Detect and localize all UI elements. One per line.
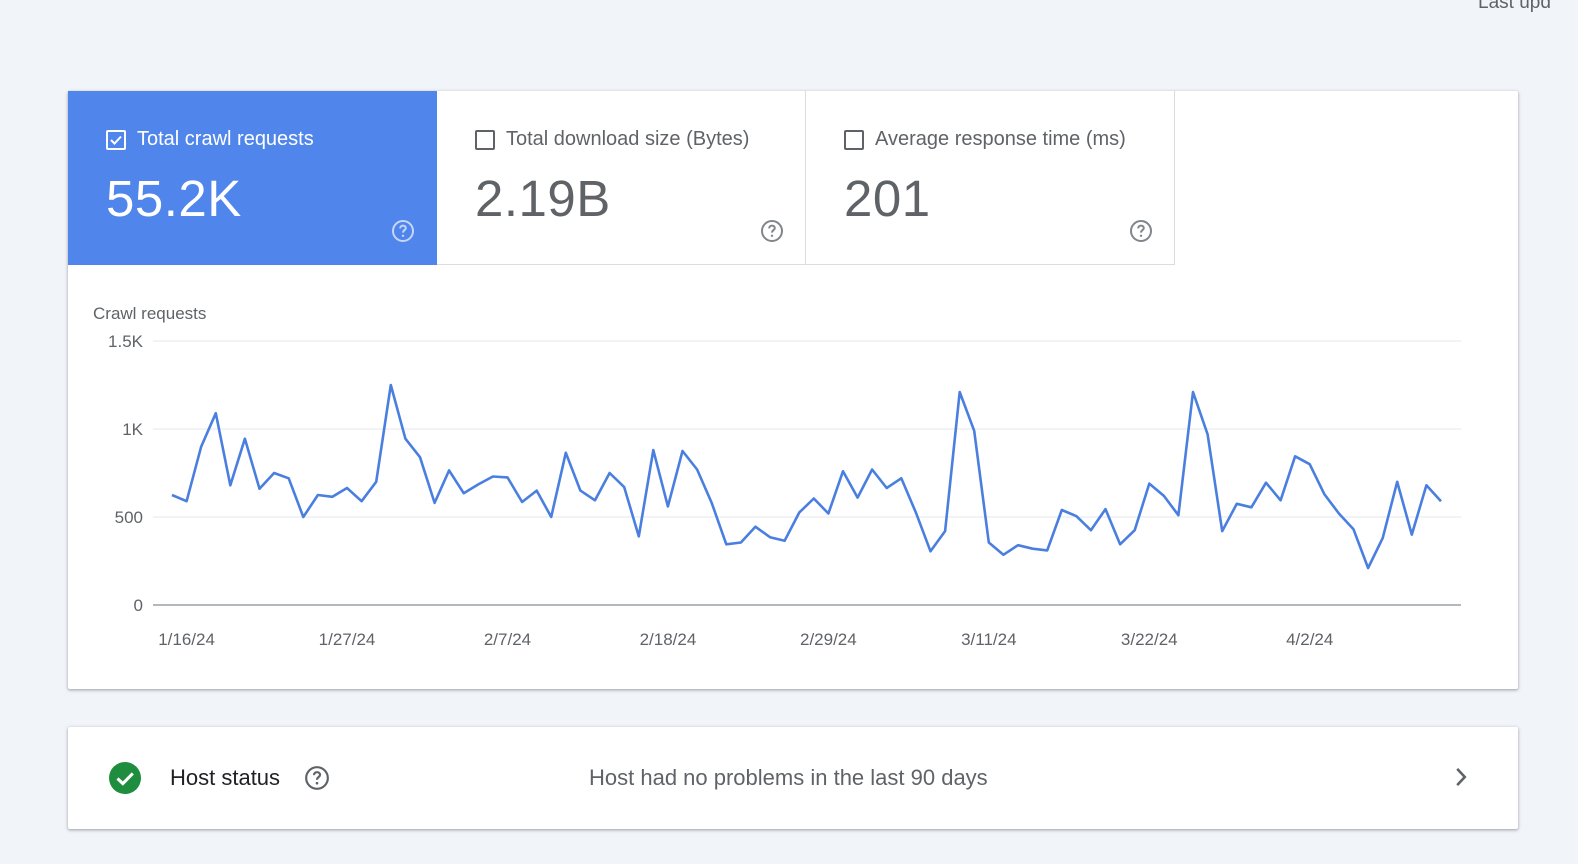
tile-total-crawl-requests[interactable]: Total crawl requests 55.2K [68,91,437,265]
tile-value: 2.19B [475,170,611,227]
tile-value: 55.2K [106,170,242,227]
x-tick-label: 4/2/24 [1286,630,1333,649]
x-tick-label: 1/16/24 [158,630,215,649]
tile-total-download-size[interactable]: Total download size (Bytes) 2.19B [437,91,806,265]
metric-tiles: Total crawl requests 55.2K Total downloa… [68,91,1175,265]
host-status-row[interactable]: Host status Host had no problems in the … [68,727,1518,829]
chevron-right-icon[interactable] [1448,764,1474,790]
x-tick-label: 3/22/24 [1121,630,1178,649]
tile-label: Average response time (ms) [875,128,1126,150]
crawl-requests-series-line [171,383,1442,570]
y-tick-label: 1K [122,420,143,439]
tile-label: Total download size (Bytes) [506,128,750,150]
y-tick-label: 0 [134,596,143,615]
help-icon[interactable] [760,219,784,243]
check-icon [110,135,122,145]
x-tick-label: 1/27/24 [319,630,376,649]
status-circle [109,762,141,794]
tile-value: 201 [844,170,931,227]
y-tick-label: 500 [115,508,143,527]
x-tick-label: 2/29/24 [800,630,857,649]
checkbox-unchecked[interactable] [844,129,864,150]
crawl-stats-card: Total crawl requests 55.2K Total downloa… [68,91,1518,689]
x-tick-label: 3/11/24 [961,630,1016,649]
last-updated-label: Last upd [1478,0,1551,13]
chart-title: Crawl requests [93,304,207,323]
tile-average-response-time[interactable]: Average response time (ms) 201 [806,91,1175,265]
checkbox-checked[interactable] [106,129,126,150]
host-status-label: Host status [170,765,281,790]
host-status-message: Host had no problems in the last 90 days [589,765,988,790]
checkbox-unchecked[interactable] [475,129,495,150]
chart-svg: 0 500 1K 1.5K 1/16/24 1/27/24 2/7/24 2/18/24 2/2… [108,332,1461,649]
x-tick-label: 2/7/24 [484,630,531,649]
y-tick-label: 1.5K [108,332,144,351]
tile-label: Total crawl requests [137,128,314,150]
crawl-requests-chart: Crawl requests 0 500 1K 1.5K 1/16/24 1/27/24 2… [68,291,1518,671]
help-icon[interactable] [304,765,330,791]
help-icon[interactable] [1129,219,1153,243]
help-icon[interactable] [391,219,415,243]
x-tick-label: 2/18/24 [640,630,697,649]
check-circle-icon [109,762,141,794]
